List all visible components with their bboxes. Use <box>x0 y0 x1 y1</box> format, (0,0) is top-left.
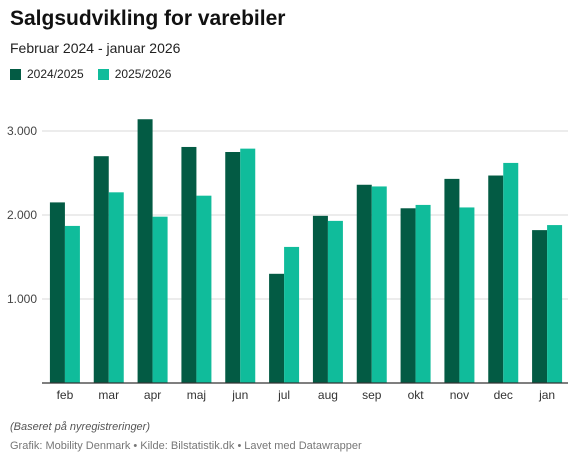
legend-swatch-series-1 <box>10 68 21 80</box>
x-tick-label: apr <box>144 388 161 402</box>
bar-series-2 <box>196 195 212 383</box>
legend-item-series-2: 2025/2026 <box>97 67 172 81</box>
y-tick-label: 3.000 <box>7 124 37 138</box>
chart-title: Salgsudvikling for varebiler <box>10 7 286 30</box>
x-tick-label: jan <box>538 388 555 402</box>
bar-series-1 <box>49 202 65 383</box>
bar-series-1 <box>312 215 328 383</box>
bar-series-2 <box>152 216 168 383</box>
bar-series-2 <box>503 162 519 383</box>
bar-series-1 <box>225 152 241 383</box>
credit-grafik: Grafik: Mobility Denmark <box>10 440 131 452</box>
x-tick-label: jul <box>277 388 290 402</box>
credit-separator: • <box>133 440 138 452</box>
bar-series-2 <box>547 225 563 383</box>
bar-series-1 <box>181 146 197 383</box>
y-tick-label: 1.000 <box>7 292 37 306</box>
bar-series-1 <box>93 156 109 383</box>
y-tick-label: 2.000 <box>7 208 37 222</box>
x-tick-label: mar <box>98 388 119 402</box>
footer-credit: Grafik: Mobility Denmark • Kilde: Bilstati… <box>10 440 362 452</box>
chart-subtitle: Februar 2024 - januar 2026 <box>10 40 181 56</box>
legend-swatch-series-2 <box>97 68 109 80</box>
bar-series-1 <box>444 178 460 383</box>
bar-series-1 <box>532 230 548 383</box>
x-tick-label: aug <box>318 388 338 402</box>
legend-label-series-2: 2025/2026 <box>114 67 172 81</box>
x-tick-label: sep <box>362 388 382 402</box>
x-tick-label: feb <box>57 388 74 402</box>
legend-item-series-1: 2024/2025 <box>10 67 84 81</box>
legend-label-series-1: 2024/2025 <box>27 67 84 81</box>
bar-series-2 <box>64 225 80 383</box>
legend: 2024/2025 2025/2026 <box>10 67 171 81</box>
bar-series-2 <box>459 207 475 383</box>
bar-series-2 <box>108 192 124 383</box>
bar-series-1 <box>137 119 153 384</box>
credit-lavet: Lavet med Datawrapper <box>244 440 362 452</box>
x-tick-label: okt <box>408 388 425 402</box>
bar-series-2 <box>327 220 343 383</box>
bar-series-1 <box>269 273 285 383</box>
footer-note: (Baseret på nyregistreringer) <box>10 421 151 433</box>
bar-series-1 <box>400 208 416 383</box>
x-tick-label: jun <box>231 388 248 402</box>
bar-series-1 <box>356 184 372 383</box>
credit-separator: • <box>237 440 242 452</box>
x-tick-label: maj <box>187 388 206 402</box>
x-tick-label: nov <box>450 388 469 402</box>
bar-series-1 <box>488 175 504 383</box>
credit-kilde: Kilde: Bilstatistik.dk <box>140 440 235 452</box>
bar-series-2 <box>284 246 300 383</box>
bar-series-2 <box>415 204 431 383</box>
bar-series-2 <box>240 148 256 383</box>
x-tick-label: dec <box>494 388 513 402</box>
bar-series-2 <box>371 186 387 383</box>
